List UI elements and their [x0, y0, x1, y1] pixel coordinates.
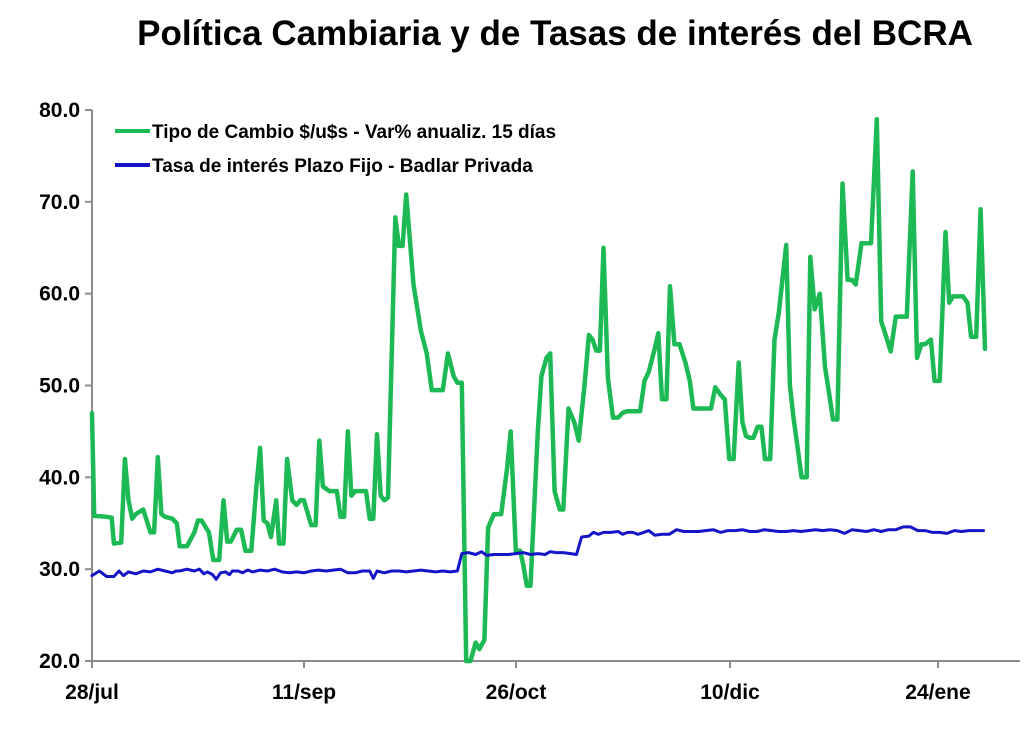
axes: 20.0 30.0 40.0 50.0 60.0 70.0 80.0 28/jul 11/sep… [39, 99, 1020, 704]
series-layer [89, 116, 988, 664]
x-tick-label: 10/dic [700, 681, 760, 704]
y-tick-label: 20.0 [39, 650, 80, 673]
legend: Tipo de Cambio $/u$s - Var% anualiz. 15 … [115, 122, 556, 177]
series-line-tipo-cambio [89, 116, 988, 664]
legend-label-tasa: Tasa de interés Plazo Fijo - Badlar Priv… [152, 156, 533, 177]
x-tick-label: 11/sep [272, 681, 336, 704]
y-tick-label: 60.0 [39, 283, 80, 306]
y-tick-label: 80.0 [39, 99, 80, 122]
x-tick-label: 24/ene [905, 681, 970, 704]
y-tick-label: 30.0 [39, 558, 80, 581]
y-tick-label: 50.0 [39, 375, 80, 398]
y-tick-label: 40.0 [39, 466, 80, 489]
legend-label-tipo-cambio: Tipo de Cambio $/u$s - Var% anualiz. 15 … [152, 122, 556, 143]
chart-title: Política Cambiaria y de Tasas de interés… [137, 14, 973, 53]
y-tick-label: 70.0 [39, 191, 80, 214]
x-tick-label: 26/oct [486, 681, 547, 704]
x-tick-label: 28/jul [65, 681, 119, 704]
series-line-tasa [90, 525, 985, 581]
